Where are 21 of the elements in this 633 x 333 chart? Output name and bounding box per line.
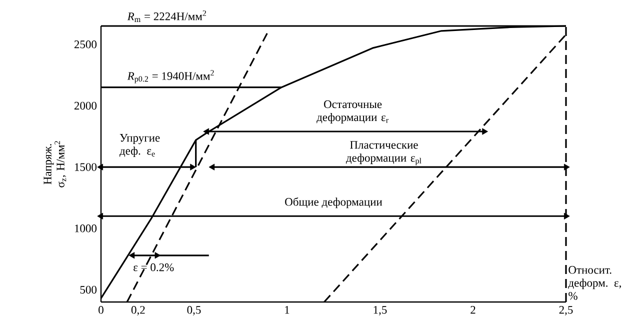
- annotation: Остаточные деформации ε$_{r}$: [316, 100, 388, 124]
- y-tick-label: 2500: [74, 40, 97, 48]
- x-tick-label: 2: [470, 306, 476, 314]
- x-tick-label: 1: [285, 306, 290, 314]
- x-tick-label: 0,2: [131, 306, 145, 316]
- x-axis-title: Относит. деформ. ε, %: [568, 266, 621, 300]
- y-tick-label: 1500: [74, 163, 97, 171]
- x-tick-label: 2,5: [559, 306, 573, 316]
- y-tick-label: 1000: [74, 224, 97, 232]
- text: R$_{m}$ = 2224Н/мм$^{2}$: [127, 10, 206, 22]
- y-tick-label: 2000: [74, 102, 97, 110]
- x-tick-label: 1,5: [374, 306, 387, 316]
- annotation: Упругие деф. ε$_{e}$: [120, 134, 160, 158]
- y-tick-label: 500: [80, 286, 97, 294]
- y-axis-title: Напряж. σ$_{z}$, Н/мм$^{2}$: [44, 141, 66, 188]
- annotation: R$_{p0.2}$ = 1940Н/мм$^{2}$: [127, 70, 214, 84]
- annotation: ε = 0.2%: [134, 263, 174, 272]
- x-tick-label: 0: [98, 306, 104, 314]
- x-tick-label: 0,5: [187, 306, 201, 316]
- annotation: Общие деформации: [285, 197, 382, 208]
- annotation: Пластические деформации ε$_{pl}$: [346, 141, 422, 166]
